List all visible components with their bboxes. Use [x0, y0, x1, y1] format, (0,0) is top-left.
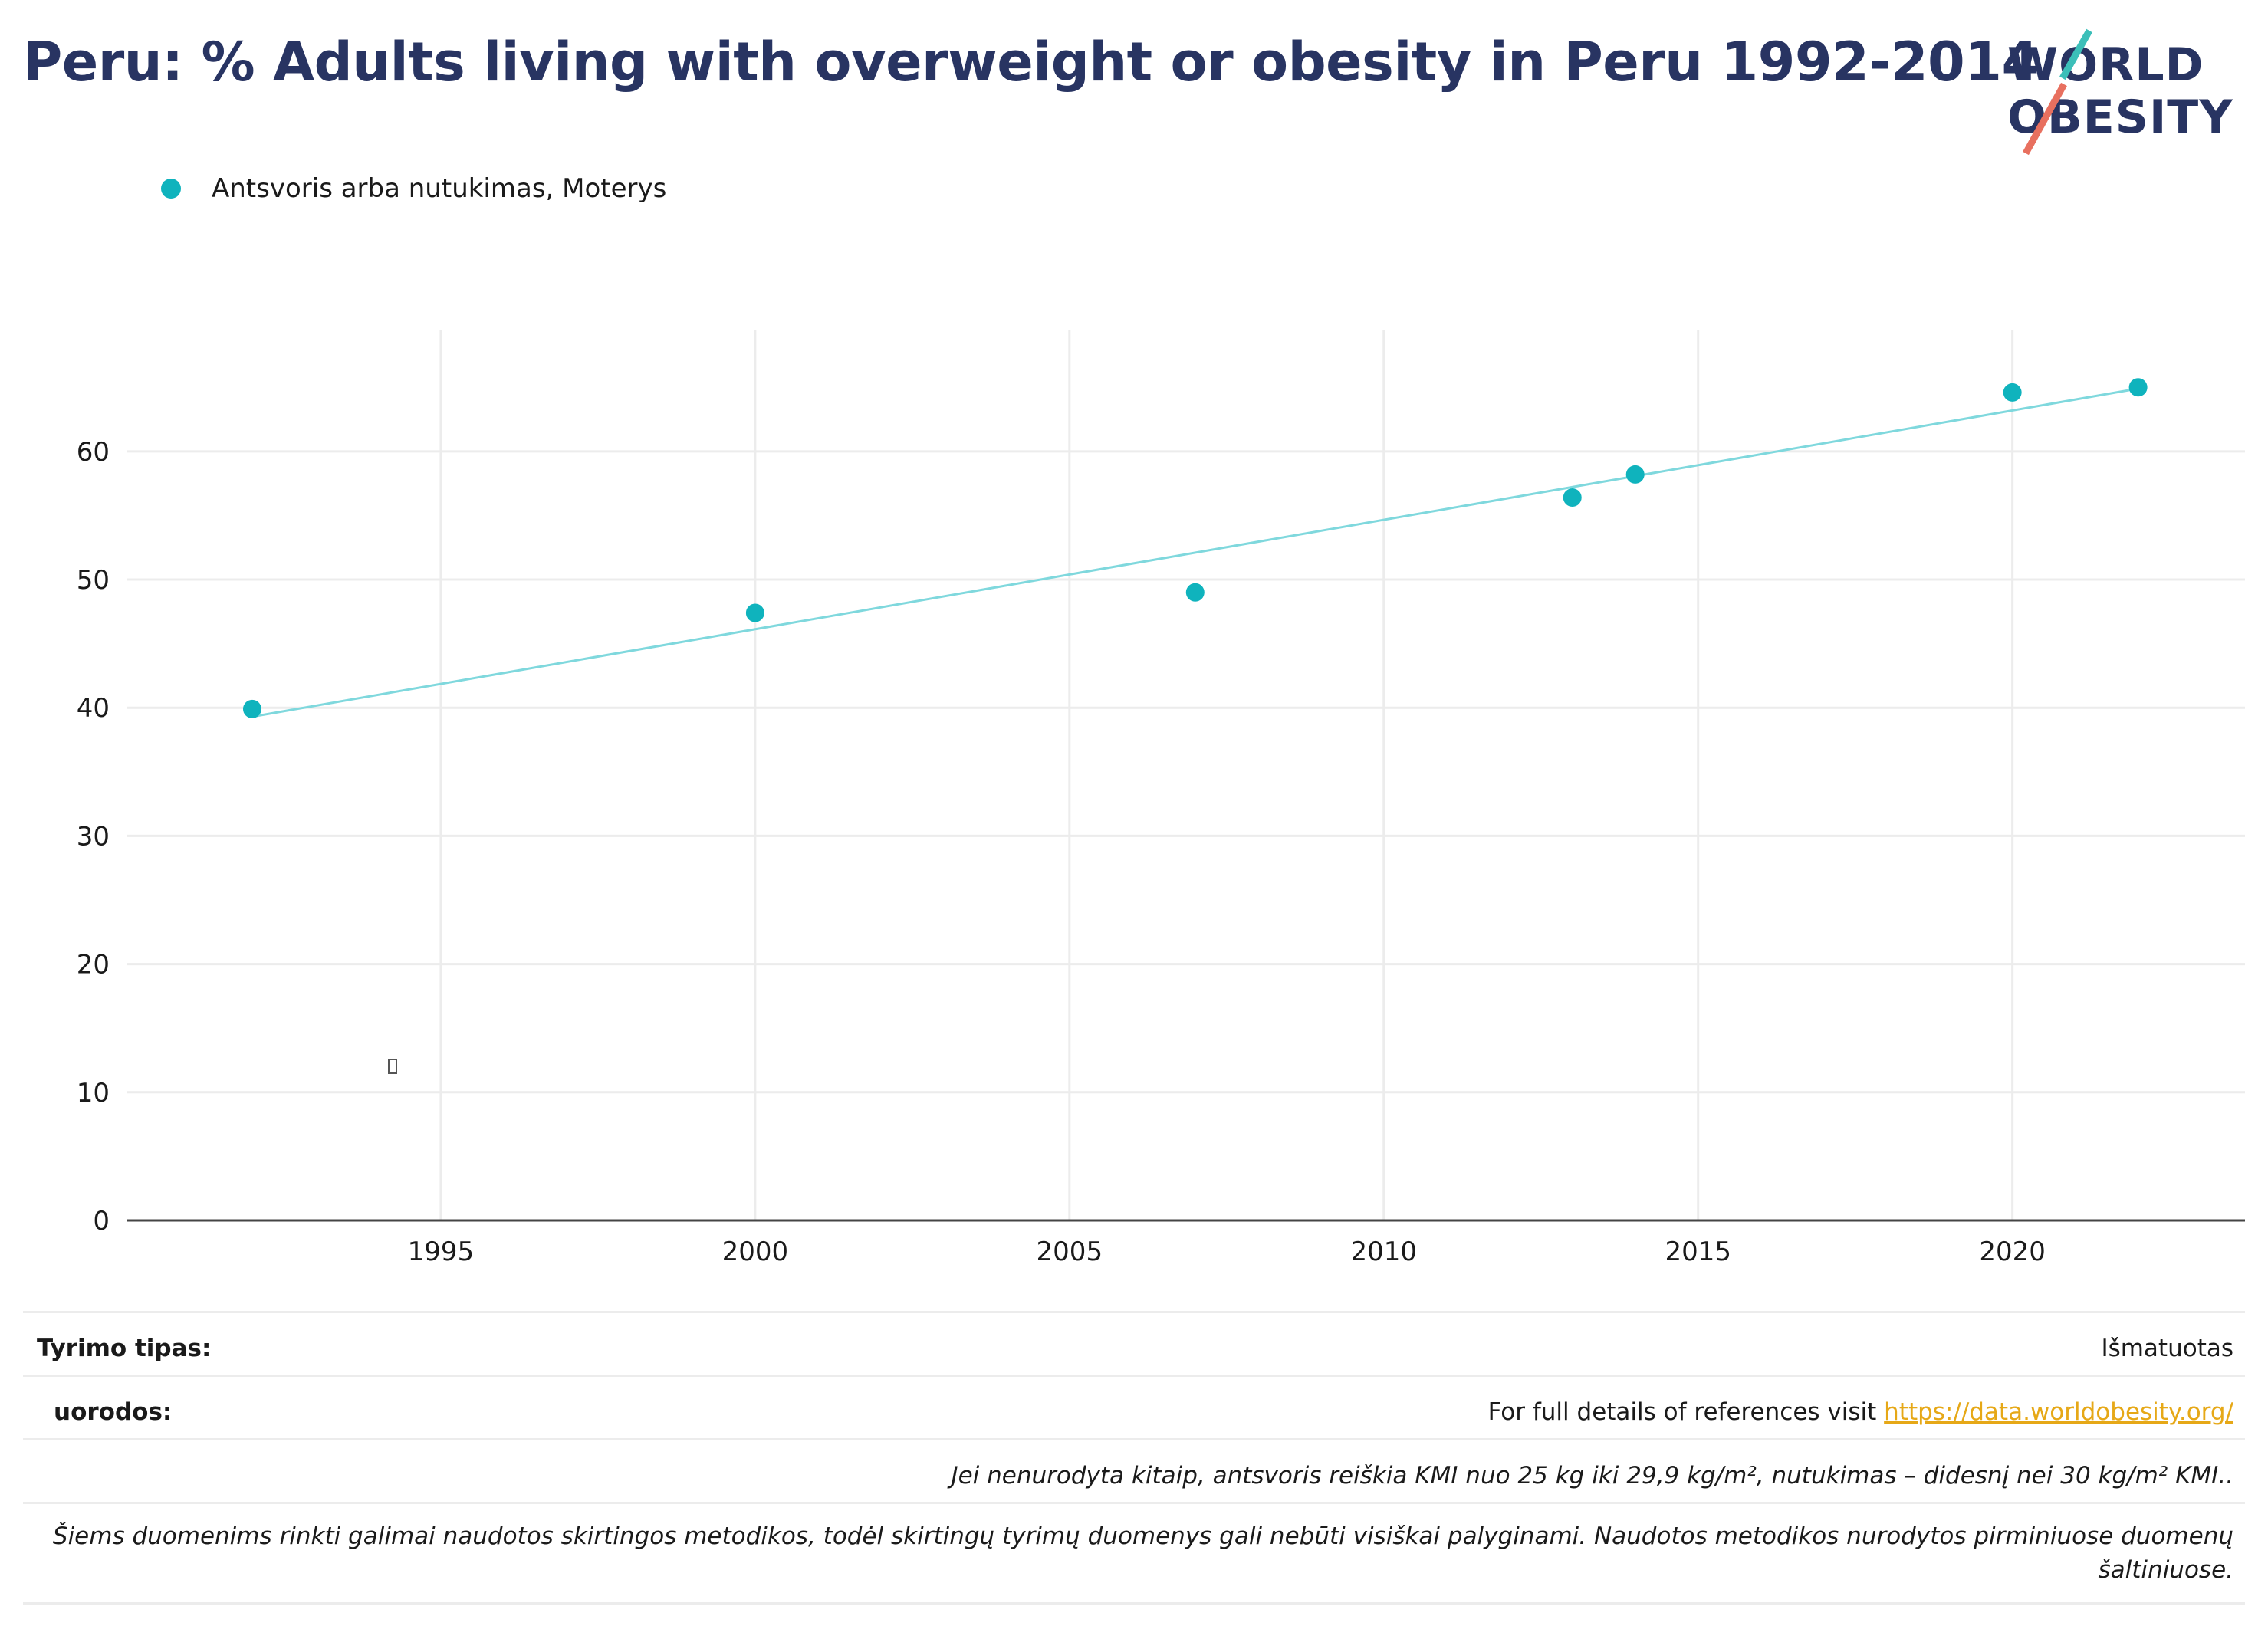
legend-label: Antsvoris arba nutukimas, Moterys	[212, 173, 667, 204]
y-tick-label: 60	[77, 437, 110, 468]
y-tick-label: 30	[77, 821, 110, 852]
world-obesity-logo: WORLD OBESITY	[2001, 23, 2254, 161]
footer-row-note-2: Šiems duomenims rinkti galimai naudotos …	[23, 1502, 2245, 1605]
y-tick-label: 40	[77, 693, 110, 724]
data-point[interactable]	[1563, 488, 1582, 507]
trend-line	[251, 387, 2138, 718]
x-tick-label: 2020	[1979, 1237, 2046, 1267]
data-point[interactable]	[2003, 383, 2022, 402]
legend-marker	[161, 179, 181, 199]
methodology-note-line-2: šaltiniuose.	[2098, 1556, 2233, 1584]
footer-row-study-type: Tyrimo tipas: Išmatuotas	[23, 1311, 2245, 1375]
logo-line-1: WORLD	[2007, 38, 2204, 92]
data-point[interactable]	[745, 603, 764, 622]
references-link[interactable]: https://data.worldobesity.org/	[1884, 1398, 2233, 1426]
y-tick-label: 20	[77, 950, 110, 980]
study-type-label: Tyrimo tipas:	[37, 1335, 212, 1362]
footer-row-references: uorodos: For full details of references …	[23, 1375, 2245, 1438]
footer-row-note-1: Jei nenurodyta kitaip, antsvoris reiškia…	[23, 1438, 2245, 1502]
x-tick-label: 2000	[722, 1237, 789, 1267]
chart-title: Peru: % Adults living with overweight or…	[23, 31, 2039, 94]
y-tick-label: 0	[93, 1206, 110, 1237]
logo-slash-icon	[2023, 28, 2092, 156]
y-tick-label: 10	[77, 1078, 110, 1109]
x-tick-label: 2010	[1350, 1237, 1417, 1267]
y-tick-label: 50	[77, 565, 110, 596]
data-point[interactable]	[1185, 583, 1205, 602]
data-point[interactable]	[1625, 465, 1645, 484]
methodology-note: Šiems duomenims rinkti galimai naudotos …	[53, 1519, 2233, 1587]
references-label: uorodos:	[54, 1398, 173, 1426]
study-type-value: Išmatuotas	[2101, 1335, 2233, 1362]
data-point[interactable]	[242, 699, 261, 718]
x-tick-label: 2005	[1037, 1237, 1103, 1267]
x-tick-label: 1995	[408, 1237, 475, 1267]
legend[interactable]: Antsvoris arba nutukimas, Moterys	[161, 173, 666, 204]
references-prefix: For full details of references visit	[1487, 1398, 1885, 1426]
references-text: For full details of references visit htt…	[1488, 1398, 2233, 1426]
definition-note: Jei nenurodyta kitaip, antsvoris reiškia…	[951, 1462, 2233, 1490]
methodology-note-line-1: Šiems duomenims rinkti galimai naudotos …	[52, 1522, 2233, 1550]
placeholder-glyph-icon	[388, 1059, 397, 1074]
scatter-chart[interactable]: 1995 2000 2005 2010 2015 2020 0 10 20 30 40 50 60	[0, 307, 2268, 1296]
x-tick-label: 2015	[1665, 1237, 1731, 1267]
data-point[interactable]	[2128, 378, 2148, 397]
